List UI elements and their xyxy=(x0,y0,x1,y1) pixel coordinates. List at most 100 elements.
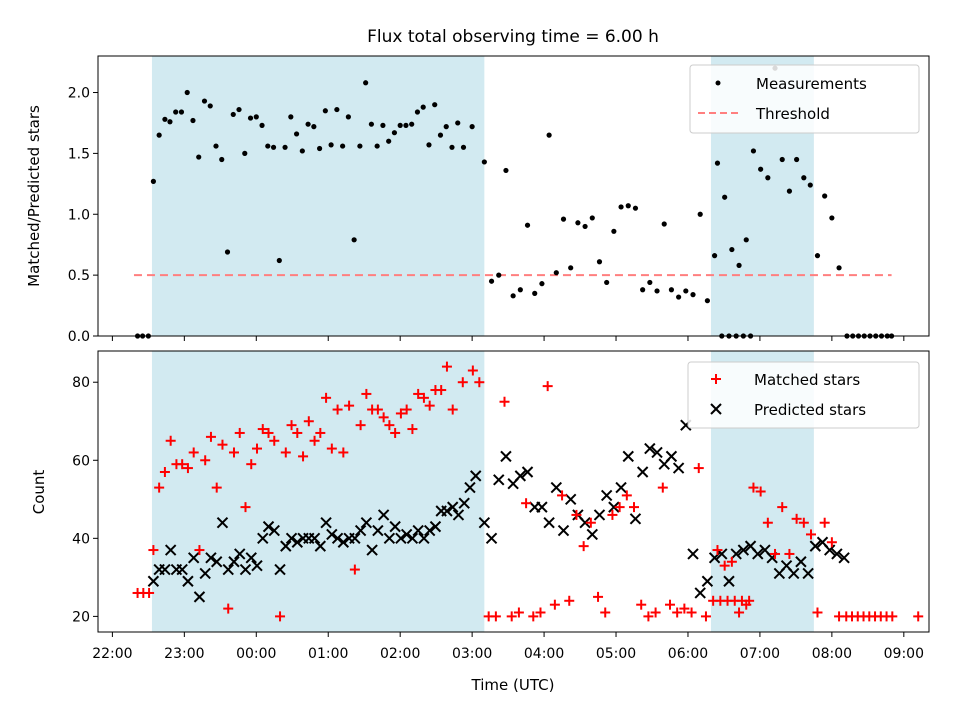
matched-star-marker xyxy=(332,404,343,415)
matched-star-marker xyxy=(280,447,291,458)
matched-star-marker xyxy=(436,385,447,396)
legend-measurements-marker xyxy=(715,80,721,86)
measurement-point xyxy=(420,104,426,110)
matched-star-marker xyxy=(693,463,704,474)
matched-star-marker xyxy=(819,517,830,528)
measurement-point xyxy=(654,288,660,294)
matched-star-marker xyxy=(378,412,389,423)
x-tick-label: 06:00 xyxy=(668,646,708,662)
matched-star-marker xyxy=(200,455,211,466)
matched-star-marker xyxy=(621,490,632,501)
predicted-star-marker xyxy=(557,524,570,537)
matched-star-marker xyxy=(407,424,418,435)
matched-star-marker xyxy=(269,435,280,446)
measurement-point xyxy=(469,124,475,130)
matched-star-marker xyxy=(211,482,222,493)
matched-star-marker xyxy=(413,388,424,399)
y-tick-label: 1.0 xyxy=(68,207,90,223)
matched-star-marker xyxy=(217,439,228,450)
matched-star-marker xyxy=(593,591,604,602)
measurement-point xyxy=(836,265,842,271)
matched-star-marker xyxy=(614,502,625,513)
predicted-star-marker xyxy=(500,450,512,463)
predicted-star-marker xyxy=(615,481,627,494)
y-ticks-bottom: 20 40 60 80 xyxy=(72,375,98,625)
predicted-star-marker xyxy=(485,532,498,545)
predicted-star-marker xyxy=(478,517,491,529)
measurement-point xyxy=(282,144,288,150)
matched-star-marker xyxy=(355,420,366,431)
measurement-point xyxy=(374,143,380,149)
predicted-star-marker xyxy=(701,575,714,587)
matched-star-marker xyxy=(806,529,817,540)
measurement-point xyxy=(363,80,369,86)
predicted-star-marker xyxy=(337,536,350,548)
matched-star-marker xyxy=(672,607,683,618)
predicted-star-marker xyxy=(187,552,200,564)
predicted-star-marker xyxy=(251,559,263,572)
matched-star-marker xyxy=(499,396,510,407)
y-tick-label: 0.0 xyxy=(68,329,90,345)
matched-star-marker xyxy=(384,420,395,431)
predicted-star-marker xyxy=(593,509,606,521)
matched-star-marker xyxy=(741,599,752,610)
measurement-point xyxy=(328,142,334,148)
predicted-star-marker xyxy=(672,462,685,474)
predicted-star-marker xyxy=(493,474,505,486)
measurement-point xyxy=(368,121,375,127)
predicted-star-marker xyxy=(222,563,234,576)
measurement-point xyxy=(380,122,386,128)
bottom-y-axis-label: Count xyxy=(30,470,48,515)
y-tick-label: 2.0 xyxy=(68,86,90,102)
predicted-star-marker xyxy=(600,489,613,502)
matched-star-marker xyxy=(165,435,176,446)
measurement-point xyxy=(213,143,219,149)
measurement-point xyxy=(779,156,785,163)
predicted-star-marker xyxy=(234,548,246,560)
matched-star-marker xyxy=(194,545,205,556)
measurement-point xyxy=(242,150,248,156)
legend-predicted-marker xyxy=(710,403,722,415)
measurement-point xyxy=(259,122,265,128)
predicted-star-marker xyxy=(308,532,321,545)
measurement-point xyxy=(173,109,179,115)
legend-threshold-label: Threshold xyxy=(755,105,830,123)
matched-star-marker xyxy=(205,431,216,442)
predicted-star-marker xyxy=(164,544,177,556)
x-tick-label: 22:00 xyxy=(92,646,132,662)
matched-star-marker xyxy=(447,404,458,415)
predicted-star-marker xyxy=(314,540,327,552)
predicted-star-marker xyxy=(423,524,436,537)
matched-star-marker xyxy=(557,490,568,501)
matched-star-marker xyxy=(762,517,773,528)
measurement-point xyxy=(546,132,552,138)
measurement-point xyxy=(488,278,495,284)
top-panel: 0.0 0.5 1.0 1.5 2.0 Flux total observing tim… xyxy=(25,27,930,345)
matched-star-marker xyxy=(578,541,589,552)
measurement-point xyxy=(449,144,455,150)
measurement-point xyxy=(829,215,835,221)
measurement-point xyxy=(322,108,328,114)
predicted-star-marker xyxy=(802,567,814,580)
measurement-point xyxy=(647,279,653,286)
matched-star-marker xyxy=(457,377,468,388)
measurement-point xyxy=(345,114,351,120)
predicted-star-marker xyxy=(752,548,764,560)
matched-star-marker xyxy=(441,361,452,372)
matched-star-marker xyxy=(585,517,596,528)
measurement-point xyxy=(288,114,294,120)
measurement-point xyxy=(481,159,487,165)
measurement-point xyxy=(807,182,813,188)
x-ticks-bottom: 22:00 23:00 00:00 01:00 02:00 03:00 04:00 05:00… xyxy=(92,632,924,662)
measurement-point xyxy=(178,109,185,115)
measurement-point xyxy=(305,121,311,127)
matched-star-marker xyxy=(791,513,802,524)
x-tick-label: 07:00 xyxy=(740,646,780,662)
matched-star-marker xyxy=(679,603,690,614)
predicted-star-marker xyxy=(452,509,465,521)
predicted-star-marker xyxy=(354,524,367,537)
predicted-star-marker xyxy=(285,532,298,545)
measurement-point xyxy=(722,194,728,200)
matched-star-marker xyxy=(182,463,193,474)
